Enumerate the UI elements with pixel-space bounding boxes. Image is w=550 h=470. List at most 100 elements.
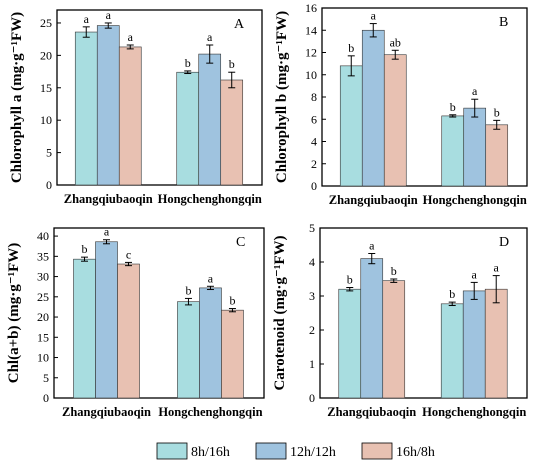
y-tick-label: 0	[46, 178, 52, 192]
bar	[484, 288, 508, 399]
y-tick-label: 15	[40, 81, 52, 95]
y-tick-label: 3	[309, 289, 315, 303]
y-tick-label: 40	[37, 229, 49, 243]
panel-C: 0 5 10 15 20 25 30 35 40 Chl(a+b) (mg·g⁻¹FW) C Zhan…	[6, 225, 265, 419]
significance-letter: a	[104, 225, 110, 239]
panel-A: 0 5 10 15 20 25 Chlorophyll a (mg·g⁻¹FW) A Zhang…	[9, 8, 263, 206]
bar	[382, 280, 406, 399]
significance-letter: b	[185, 56, 191, 70]
y-tick-label: 15	[37, 330, 49, 344]
y-tick-label: 5	[46, 146, 52, 160]
legend-label-1: 12h/12h	[290, 445, 336, 460]
significance-letter: ab	[390, 35, 401, 49]
bar	[361, 29, 385, 187]
legend-label-0: 8h/16h	[191, 445, 230, 460]
panel-letter: D	[499, 235, 509, 250]
bar	[198, 53, 222, 186]
y-tick-label: 20	[40, 48, 52, 62]
y-tick-label: 35	[37, 249, 49, 263]
y-tick-label: 5	[309, 221, 315, 235]
bar	[117, 263, 140, 399]
significance-letter: b	[185, 283, 191, 297]
significance-letter: c	[126, 247, 131, 261]
bar	[463, 107, 487, 187]
panel-B: 0 2 4 6 8 10 12 14 16 Chlorophyll b (mg·g⁻¹FW) B Zh…	[274, 1, 528, 207]
legend-swatch-0	[156, 442, 188, 460]
bar	[440, 303, 464, 399]
bar	[339, 65, 363, 187]
significance-letter: a	[371, 9, 377, 23]
y-tick-label: 2	[309, 323, 315, 337]
y-axis-label: Chlorophyll b (mg·g⁻¹FW)	[274, 11, 290, 183]
x-category-label: Zhangqiubaoqin	[64, 192, 153, 206]
x-category-label: Hongchenghongqin	[158, 192, 262, 206]
y-tick-label: 1	[309, 357, 315, 371]
x-category-label: Zhangqiubaoqin	[62, 405, 151, 419]
bar	[176, 71, 200, 186]
panel-letter: B	[499, 15, 508, 30]
significance-letter: b	[229, 57, 235, 71]
y-axis-label: Chl(a+b) (mg·g⁻¹FW)	[6, 243, 22, 384]
x-category-label: Hongchenghongqin	[158, 405, 262, 419]
y-tick-label: 12	[305, 46, 317, 60]
y-tick-label: 0	[43, 391, 49, 405]
significance-letter: a	[106, 8, 112, 22]
y-tick-label: 0	[311, 179, 317, 193]
plot-frame	[53, 227, 265, 399]
significance-letter: b	[229, 294, 235, 308]
panel-letter: C	[236, 235, 245, 250]
plot-frame	[56, 9, 263, 186]
bar	[96, 25, 120, 186]
y-tick-label: 25	[37, 290, 49, 304]
bar	[441, 115, 465, 187]
y-tick-label: 4	[311, 135, 317, 149]
y-tick-label: 4	[309, 255, 315, 269]
significance-letter: b	[450, 100, 456, 114]
legend-label-2: 16h/8h	[396, 445, 435, 460]
bar	[95, 241, 118, 399]
bar	[485, 124, 509, 187]
panel-D: 0 1 2 3 4 5 Carotenoid (mg·g⁻¹FW) D Zhangqiubaoq…	[272, 221, 528, 419]
y-tick-label: 10	[40, 113, 52, 127]
significance-letter: b	[391, 264, 397, 278]
bar	[360, 258, 384, 399]
y-tick-label: 16	[305, 1, 317, 15]
x-category-label: Zhangqiubaoqin	[329, 193, 418, 207]
y-tick-label: 14	[305, 23, 317, 37]
y-axis-label: Carotenoid (mg·g⁻¹FW)	[272, 235, 288, 390]
bar	[462, 290, 486, 399]
bar	[118, 46, 142, 186]
significance-letter: a	[208, 271, 214, 285]
bar	[199, 287, 222, 399]
y-tick-label: 25	[40, 16, 52, 30]
bar	[383, 54, 407, 187]
x-category-label: Hongchenghongqin	[423, 193, 527, 207]
y-tick-label: 10	[37, 351, 49, 365]
bar	[177, 301, 200, 399]
bar	[338, 288, 362, 399]
significance-letter: a	[369, 239, 375, 253]
significance-letter: a	[128, 30, 134, 44]
y-tick-label: 2	[311, 157, 317, 171]
significance-letter: b	[449, 287, 455, 301]
panel-letter: A	[234, 17, 245, 32]
x-category-label: Zhangqiubaoqin	[327, 405, 416, 419]
significance-letter: a	[207, 30, 213, 44]
legend-swatch-1	[255, 442, 287, 460]
significance-letter: a	[494, 261, 500, 275]
legend-swatch-2	[361, 442, 393, 460]
x-category-label: Hongchenghongqin	[422, 405, 526, 419]
significance-letter: a	[472, 84, 478, 98]
y-axis-label: Chlorophyll a (mg·g⁻¹FW)	[9, 12, 25, 183]
significance-letter: b	[494, 105, 500, 119]
bar	[73, 258, 96, 399]
significance-letter: b	[348, 41, 354, 55]
bar	[74, 31, 98, 186]
significance-letter: a	[84, 12, 90, 26]
y-tick-label: 20	[37, 310, 49, 324]
y-tick-label: 5	[43, 371, 49, 385]
significance-letter: b	[82, 242, 88, 256]
